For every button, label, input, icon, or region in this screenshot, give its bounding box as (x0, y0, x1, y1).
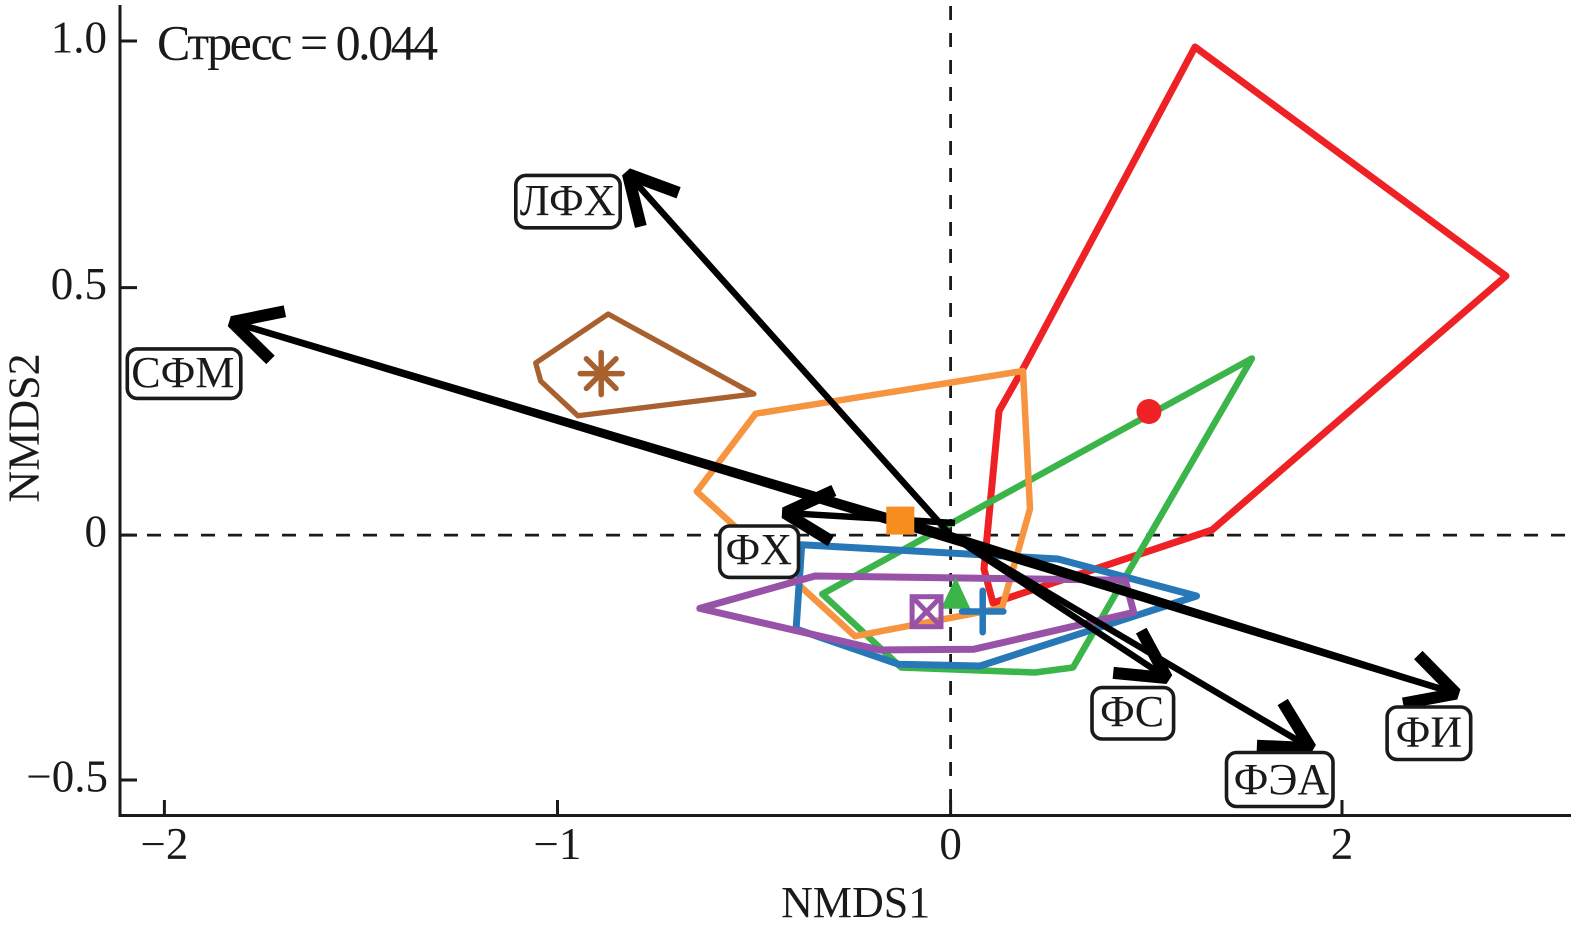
svg-text:−0.5: −0.5 (26, 752, 108, 802)
svg-text:1.0: 1.0 (51, 13, 107, 63)
svg-text:−1: −1 (534, 819, 582, 869)
svg-text:0: 0 (85, 507, 108, 557)
svg-text:NMDS2: NMDS2 (0, 353, 49, 502)
svg-text:ФС: ФС (1100, 687, 1164, 736)
svg-text:−2: −2 (140, 819, 188, 869)
svg-text:ФХ: ФХ (726, 525, 793, 574)
svg-text:ФИ: ФИ (1396, 708, 1463, 757)
svg-text:ФЭА: ФЭА (1234, 755, 1330, 804)
svg-text:СФМ: СФМ (131, 348, 234, 397)
svg-text:0: 0 (939, 819, 962, 869)
svg-text:NMDS1: NMDS1 (781, 878, 930, 927)
svg-text:Стресс = 0.044: Стресс = 0.044 (157, 15, 438, 71)
svg-text:ЛФХ: ЛФХ (520, 176, 616, 225)
svg-text:2: 2 (1331, 819, 1354, 869)
svg-text:0.5: 0.5 (51, 259, 107, 309)
